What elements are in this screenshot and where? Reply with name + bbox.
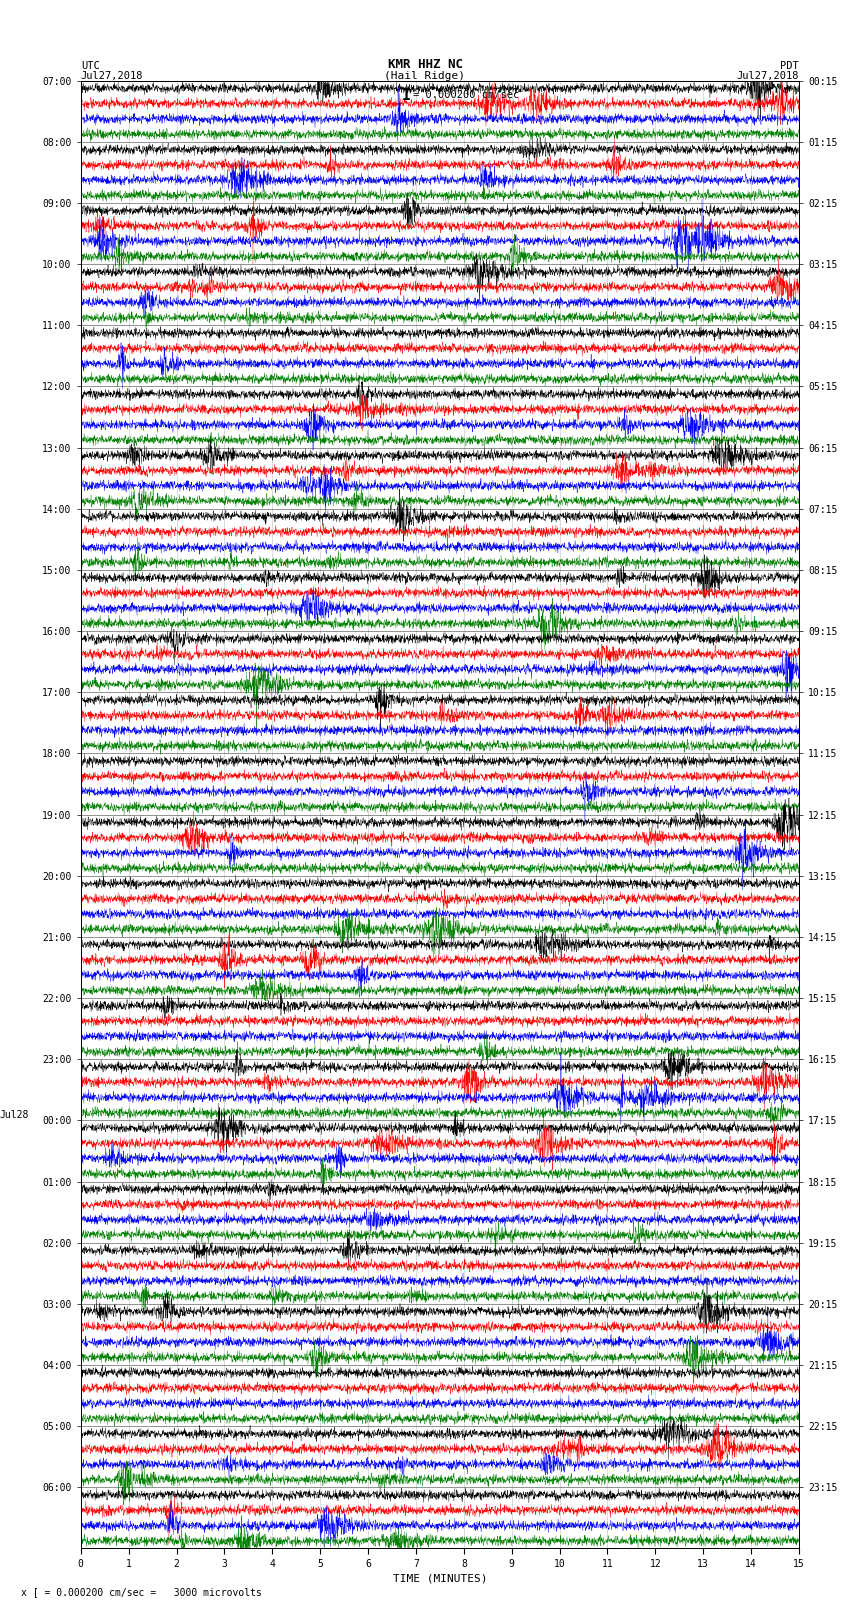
Text: Jul27,2018: Jul27,2018 [81,71,144,81]
Text: Jul28: Jul28 [0,1110,29,1121]
Text: = 0.000200 cm/sec: = 0.000200 cm/sec [413,90,519,100]
Text: Jul27,2018: Jul27,2018 [736,71,799,81]
Text: UTC: UTC [81,61,99,71]
Text: PDT: PDT [780,61,799,71]
Text: I: I [402,87,411,103]
X-axis label: TIME (MINUTES): TIME (MINUTES) [393,1573,487,1582]
Text: x [ = 0.000200 cm/sec =   3000 microvolts: x [ = 0.000200 cm/sec = 3000 microvolts [21,1587,262,1597]
Text: KMR HHZ NC: KMR HHZ NC [388,58,462,71]
Text: (Hail Ridge): (Hail Ridge) [384,71,466,81]
